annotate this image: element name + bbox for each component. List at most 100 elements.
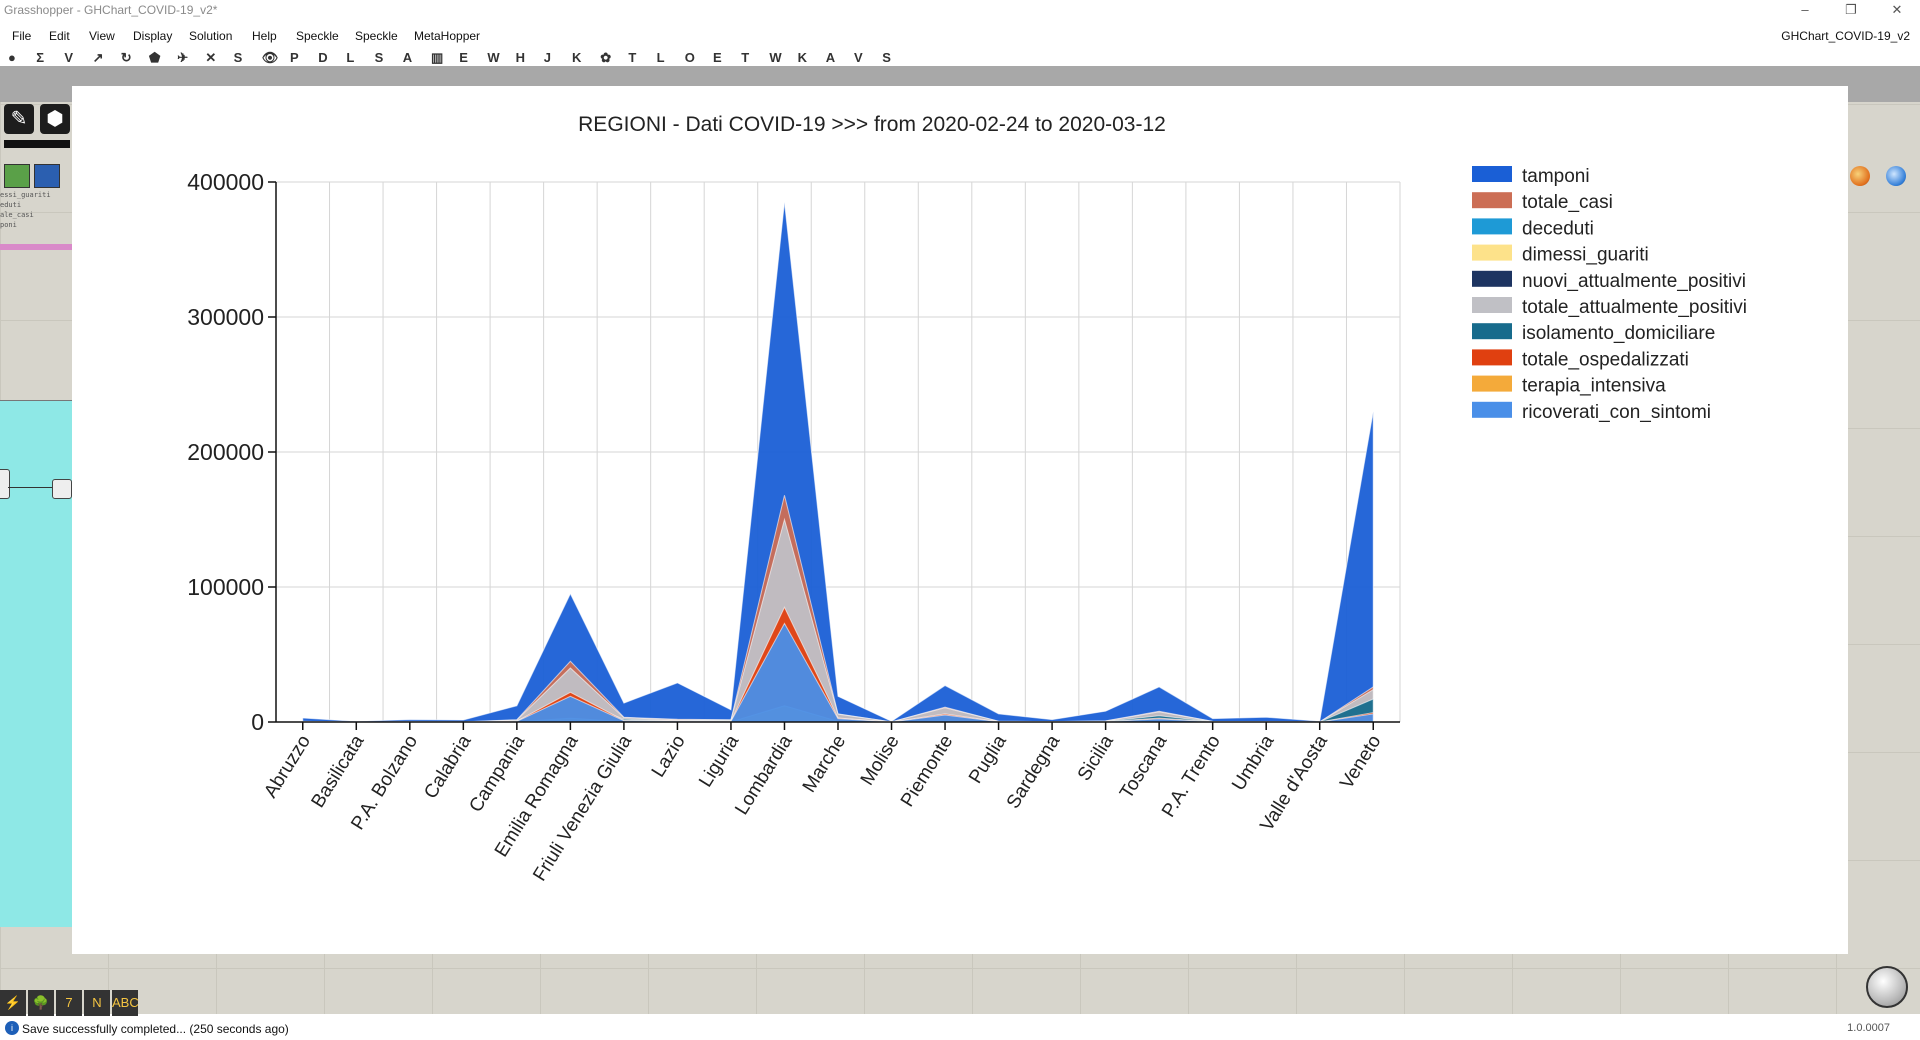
legend-label: terapia_intensiva (1522, 376, 1666, 397)
legend-label: totale_casi (1522, 192, 1613, 213)
component-toolbar: ● Σ V ↗ ↻ ⬟ ✈ ✕ S 👁 P D L S A ▥ E W H J K ✿ T L O E T W K A V S (0, 50, 1920, 66)
x-tick-label: Piemonte (897, 732, 957, 811)
x-tick-label: Lazio (648, 732, 690, 782)
toolbar-tool-7[interactable]: ✕ (205, 50, 217, 65)
restore-button[interactable]: ❐ (1845, 2, 1857, 17)
panel-divider (4, 140, 70, 148)
area-totale_casi (302, 495, 1374, 723)
legend-swatch (1472, 166, 1512, 182)
area-tamponi (302, 202, 1374, 723)
navigation-orb[interactable] (1866, 966, 1908, 1008)
menu-display[interactable]: Display (133, 29, 173, 43)
info-icon: i (5, 1021, 19, 1035)
toolbar-tool-14[interactable]: A (402, 50, 413, 65)
list-item: essi_guariti (0, 191, 51, 199)
toolbar-tool-30[interactable]: V (854, 50, 863, 65)
chart-grid (275, 181, 1401, 723)
x-tick-label: Sardegna (1003, 731, 1065, 812)
toolbar-tool-22[interactable]: T (628, 50, 637, 65)
toolbar-tool-29[interactable]: A (825, 50, 836, 65)
shape-icon[interactable]: ⬢ (40, 104, 70, 134)
pink-group-bar (0, 244, 72, 250)
chart-svg: REGIONI - Dati COVID-19 >>> from 2020-02… (187, 113, 1747, 885)
menu-edit[interactable]: Edit (49, 29, 70, 43)
left-component-panel: ✎ ⬢ (0, 100, 72, 400)
menu-speckle-2[interactable]: Speckle (355, 29, 398, 43)
save-file-icon[interactable] (34, 164, 60, 188)
toolbar-tool-20[interactable]: K (572, 50, 582, 65)
menu-file[interactable]: File (12, 29, 32, 43)
toolbar-tool-2[interactable]: V (64, 50, 74, 65)
window-title: Grasshopper - GHChart_COVID-19_v2* (4, 3, 218, 17)
list-item: poni (0, 221, 17, 229)
toolbar-tool-24[interactable]: O (684, 50, 695, 65)
tool-button[interactable]: ABC (112, 990, 139, 1016)
toolbar-tool-31[interactable]: S (882, 50, 891, 65)
chart-legend: tamponi totale_casi deceduti dimessi_guarit… (1472, 166, 1747, 423)
toolbar-tool-13[interactable]: S (374, 50, 384, 65)
open-file-icon[interactable] (4, 164, 30, 188)
legend-swatch (1472, 192, 1512, 209)
document-name: GHChart_COVID-19_v2 (1781, 29, 1910, 43)
toolbar-tool-17[interactable]: W (487, 50, 500, 65)
tool-button[interactable]: 🌳 (28, 990, 54, 1016)
toolbar-tool-16[interactable]: E (459, 50, 468, 65)
title-bar: Grasshopper - GHChart_COVID-19_v2* – ❐ ✕ (0, 0, 1920, 22)
toolbar-tool-1[interactable]: Σ (36, 50, 44, 65)
x-tick-label: Umbria (1228, 731, 1278, 794)
menu-bar: File Edit View Display Solution Help Spe… (0, 26, 1920, 46)
legend-label: totale_attualmente_positivi (1522, 297, 1747, 318)
toolbar-tool-19[interactable]: J (543, 50, 552, 65)
tool-button[interactable]: ⚡ (0, 990, 26, 1016)
toolbar-tool-12[interactable]: L (346, 50, 355, 65)
legend-label: deceduti (1522, 218, 1594, 239)
toolbar-tool-27[interactable]: W (769, 50, 782, 65)
toolbar-tool-15[interactable]: ▥ (431, 50, 444, 65)
toolbar-tool-9[interactable]: 👁 (261, 50, 279, 65)
menu-view[interactable]: View (89, 29, 115, 43)
list-item: eduti (0, 201, 22, 209)
node-input[interactable] (0, 469, 10, 499)
menu-speckle[interactable]: Speckle (296, 29, 339, 43)
legend-swatch (1472, 244, 1512, 261)
display-mode-icon[interactable] (1886, 166, 1906, 186)
area-totale_attualmente_positivi (302, 517, 1374, 723)
toolbar-tool-5[interactable]: ⬟ (149, 50, 161, 65)
x-tick-label: Puglia (965, 731, 1011, 787)
legend-label: nuovi_attualmente_positivi (1522, 271, 1746, 292)
legend-swatch (1472, 375, 1512, 392)
toolbar-tool-0[interactable]: ● (8, 50, 16, 65)
toolbar-tool-26[interactable]: T (741, 50, 750, 65)
panel-list: essi_guariti eduti ale_casi poni (0, 190, 72, 230)
menu-metahopper[interactable]: MetaHopper (414, 29, 481, 43)
preview-icon[interactable] (1850, 166, 1870, 186)
menu-solution[interactable]: Solution (189, 29, 233, 43)
toolbar-tool-21[interactable]: ✿ (600, 50, 612, 65)
chart-areas (302, 202, 1374, 723)
toolbar-tool-18[interactable]: H (515, 50, 525, 65)
x-tick-label: Marche (799, 732, 850, 797)
cyan-group-panel[interactable] (0, 400, 72, 927)
toolbar-tool-23[interactable]: L (656, 50, 665, 65)
toolbar-tool-10[interactable]: P (290, 50, 299, 65)
window-controls: – ❐ ✕ (1782, 0, 1920, 22)
minimize-button[interactable]: – (1801, 2, 1809, 17)
toolbar-tool-3[interactable]: ↗ (92, 50, 104, 65)
legend-label: dimessi_guariti (1522, 245, 1649, 266)
toolbar-tool-4[interactable]: ↻ (120, 50, 132, 65)
toolbar-tool-8[interactable]: S (233, 50, 243, 65)
x-tick-label: Friuli Venezia Giulia (529, 731, 636, 885)
draw-icon[interactable]: ✎ (4, 104, 34, 134)
x-tick-label: Toscana (1116, 731, 1172, 803)
toolbar-tool-6[interactable]: ✈ (177, 50, 189, 65)
x-tick-label: Sicilia (1074, 731, 1118, 785)
x-tick-label: Molise (857, 732, 904, 790)
node-output[interactable] (52, 479, 72, 499)
tool-button[interactable]: N (84, 990, 110, 1016)
toolbar-tool-28[interactable]: K (797, 50, 807, 65)
toolbar-tool-11[interactable]: D (318, 50, 328, 65)
toolbar-tool-25[interactable]: E (713, 50, 722, 65)
close-button[interactable]: ✕ (1891, 2, 1903, 17)
menu-help[interactable]: Help (252, 29, 277, 43)
tool-button[interactable]: 7 (56, 990, 82, 1016)
